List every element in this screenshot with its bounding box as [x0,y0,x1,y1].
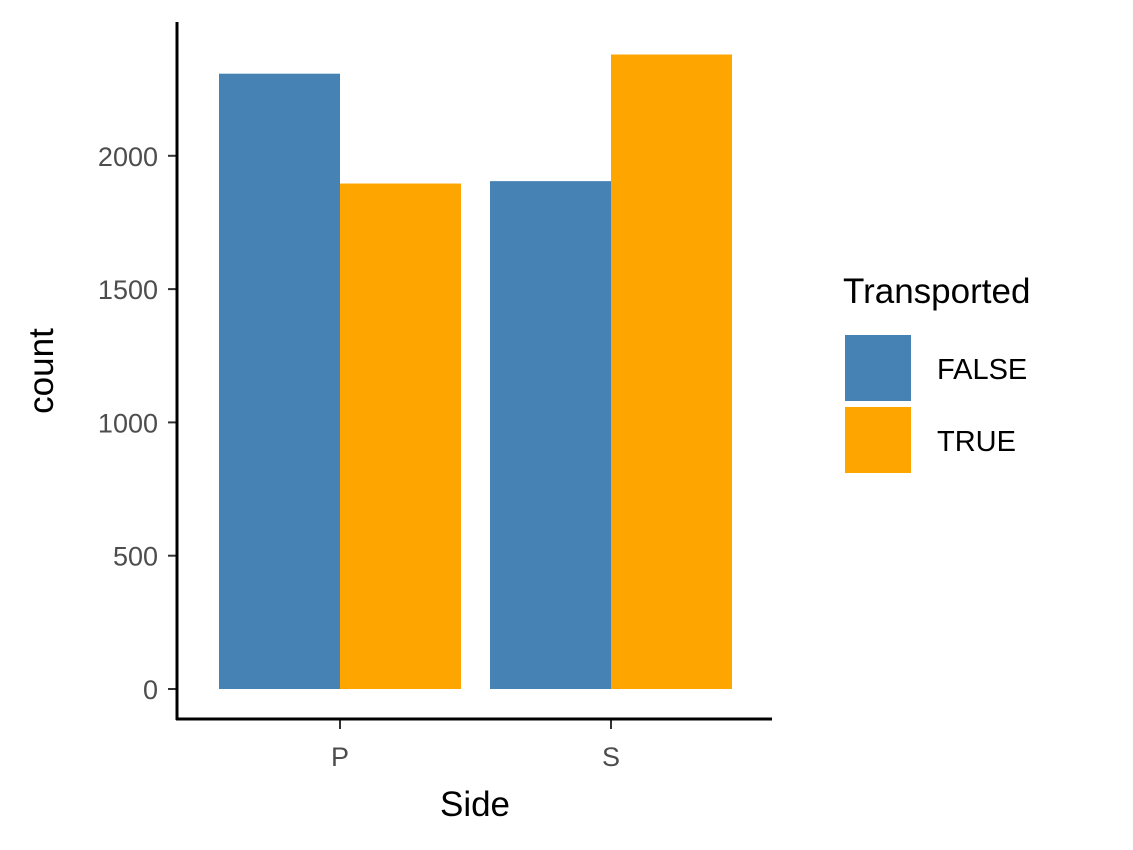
bars-group [219,54,732,690]
y-tick-label: 1000 [98,408,158,438]
legend-key-true [845,407,911,473]
legend-key-false [845,335,911,401]
legend-items: FALSE TRUE [845,335,1027,473]
bar-p-false [219,73,340,690]
y-axis-ticks: 0 500 1000 1500 2000 [98,142,177,705]
y-tick-label: 2000 [98,142,158,172]
legend-title: Transported [843,272,1030,311]
y-tick-label: 500 [113,542,158,572]
bar-s-true [611,54,732,689]
x-tick-label: P [331,742,349,772]
legend: Transported FALSE TRUE [843,272,1030,473]
y-tick-label: 0 [143,675,158,705]
legend-label-false: FALSE [937,354,1027,386]
bar-s-false [490,181,611,689]
x-axis-title: Side [440,785,510,824]
legend-label-true: TRUE [937,426,1016,458]
y-tick-label: 1500 [98,275,158,305]
y-axis-title: count [22,328,61,414]
bar-p-true [340,183,461,689]
x-tick-label: S [602,742,620,772]
